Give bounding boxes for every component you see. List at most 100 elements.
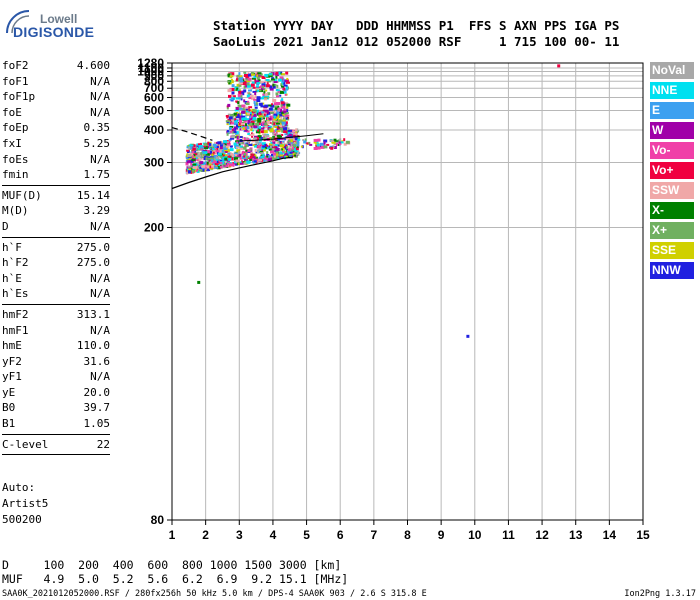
echo-point	[244, 106, 249, 109]
echo-point	[265, 135, 270, 137]
echo-point	[246, 156, 249, 160]
echo-point	[262, 148, 266, 152]
echo-point	[276, 84, 279, 88]
echo-point	[286, 106, 289, 109]
x-tick-label: 15	[636, 528, 650, 542]
echo-point	[261, 142, 266, 146]
isolated-echo-point	[197, 280, 201, 284]
echo-point	[252, 117, 257, 120]
echo-point	[270, 117, 275, 121]
echo-point	[263, 115, 265, 118]
x-tick-label: 14	[603, 528, 617, 542]
echo-point	[253, 113, 257, 117]
echo-point	[254, 154, 257, 158]
echo-point	[224, 161, 227, 164]
echo-point	[280, 90, 284, 94]
echo-point	[292, 152, 295, 155]
param-row: B0 39.7	[2, 400, 110, 416]
echo-point	[246, 84, 251, 88]
echo-point	[257, 117, 262, 121]
echo-point	[256, 99, 261, 102]
echo-point	[323, 145, 328, 149]
echo-point	[216, 156, 220, 159]
param-value: 4.600	[76, 59, 110, 72]
echo-point	[231, 117, 236, 120]
param-row: foF1p N/A	[2, 89, 110, 105]
echo-point	[249, 115, 251, 118]
echo-point	[236, 131, 239, 135]
polarization-legend: NoVal NNE E W Vo- Vo+ SSW X- X+ SSE NNW	[650, 62, 694, 282]
echo-point	[313, 141, 317, 144]
echo-point	[239, 119, 242, 123]
grid-lines	[172, 63, 643, 520]
echo-point	[186, 149, 190, 152]
echo-point	[233, 142, 238, 146]
echo-point	[303, 140, 307, 144]
echo-point	[259, 149, 264, 153]
echo-point	[286, 103, 291, 107]
echo-point	[213, 144, 217, 148]
echo-point	[279, 127, 283, 130]
echo-point	[253, 100, 256, 104]
echo-point	[190, 162, 193, 166]
echo-point	[263, 135, 266, 138]
echo-point	[223, 148, 228, 150]
echo-point	[268, 155, 271, 158]
echo-point	[282, 117, 285, 120]
echo-point	[255, 89, 259, 93]
echo-point	[284, 155, 288, 158]
echo-point	[222, 156, 225, 159]
echo-point	[248, 89, 252, 92]
x-tick-label: 3	[236, 528, 243, 542]
echo-point	[246, 126, 250, 130]
echo-point	[281, 73, 285, 76]
echo-point	[227, 75, 230, 78]
echo-point	[309, 143, 313, 146]
legend-item: SSW	[650, 182, 694, 199]
echo-point	[211, 153, 214, 157]
echo-point	[196, 166, 201, 169]
echo-point	[260, 146, 265, 150]
param-value: N/A	[90, 287, 110, 301]
echo-point	[255, 102, 258, 106]
echo-point	[229, 125, 234, 128]
echo-point	[343, 138, 346, 142]
echo-point	[248, 106, 253, 109]
echo-point	[241, 104, 246, 108]
param-label: yE	[2, 385, 16, 399]
echo-point	[240, 79, 243, 82]
echo-point	[267, 125, 272, 128]
echo-point	[274, 119, 277, 122]
echo-point	[337, 139, 340, 143]
echo-point	[204, 161, 207, 165]
echo-point	[229, 163, 234, 167]
echo-point	[278, 111, 282, 114]
echo-point	[244, 144, 248, 148]
echo-point	[229, 98, 234, 101]
echo-point	[266, 154, 270, 157]
echo-point	[291, 148, 295, 151]
echo-point	[248, 109, 251, 112]
echo-point	[255, 130, 260, 134]
muf-distance-row: D 100 200 400 600 800 1000 1500 3000 [km…	[2, 558, 342, 572]
echo-point	[226, 143, 231, 146]
echo-point	[245, 107, 250, 111]
echo-point	[254, 144, 258, 148]
echo-point	[340, 141, 344, 144]
echo-point	[249, 122, 254, 126]
echo-point	[270, 141, 274, 144]
echo-point	[219, 161, 223, 164]
echo-point	[251, 140, 256, 143]
echo-point	[238, 91, 242, 94]
echo-point	[227, 152, 231, 155]
echo-point	[253, 156, 258, 159]
param-label: foF2	[2, 59, 29, 72]
echo-point	[234, 157, 238, 161]
param-value: 15.14	[76, 188, 110, 202]
echo-point	[280, 83, 283, 87]
echo-point	[269, 137, 272, 140]
echo-point	[261, 111, 265, 114]
echo-point	[272, 140, 275, 143]
param-row: fmin 1.75	[2, 167, 110, 183]
param-label: h`E	[2, 271, 22, 285]
